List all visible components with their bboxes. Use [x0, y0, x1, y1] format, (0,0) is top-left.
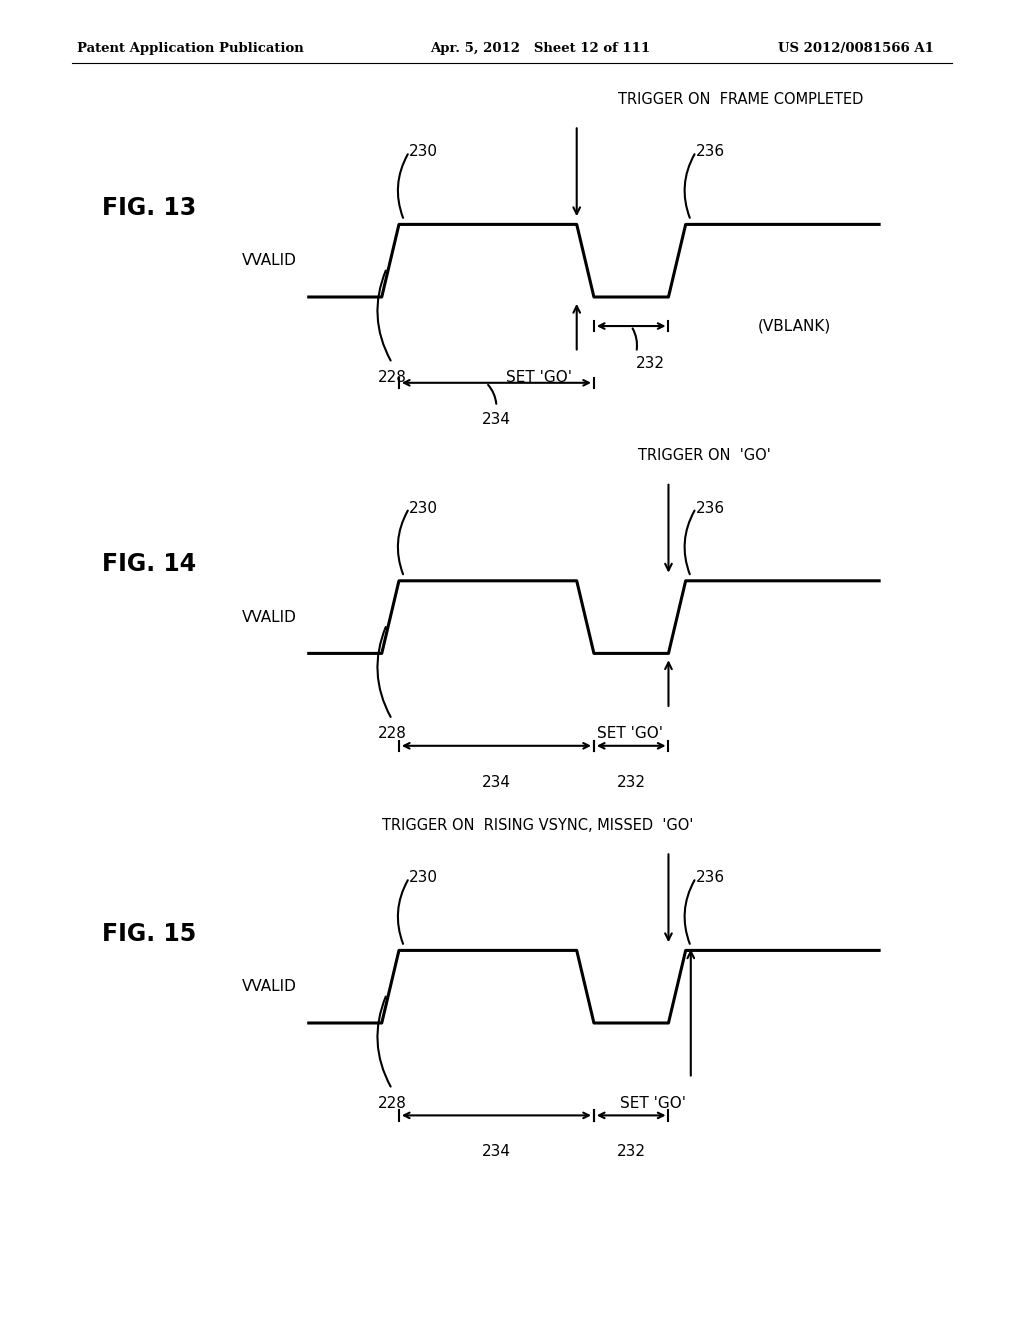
Text: 234: 234	[482, 1144, 511, 1159]
Text: TRIGGER ON  FRAME COMPLETED: TRIGGER ON FRAME COMPLETED	[617, 91, 863, 107]
Text: 232: 232	[616, 1144, 646, 1159]
Text: TRIGGER ON  RISING VSYNC, MISSED  'GO': TRIGGER ON RISING VSYNC, MISSED 'GO'	[382, 817, 693, 833]
Text: SET 'GO': SET 'GO'	[506, 370, 571, 384]
Text: 236: 236	[696, 500, 725, 516]
Text: TRIGGER ON  'GO': TRIGGER ON 'GO'	[638, 447, 770, 463]
Text: 228: 228	[378, 726, 407, 741]
Text: FIG. 14: FIG. 14	[102, 552, 197, 577]
Text: 234: 234	[482, 775, 511, 789]
Text: Apr. 5, 2012   Sheet 12 of 111: Apr. 5, 2012 Sheet 12 of 111	[430, 42, 650, 55]
Text: 236: 236	[696, 870, 725, 886]
Text: 236: 236	[696, 144, 725, 160]
Text: 230: 230	[410, 500, 438, 516]
Text: VVALID: VVALID	[242, 253, 297, 268]
Text: Patent Application Publication: Patent Application Publication	[77, 42, 303, 55]
Text: 228: 228	[378, 370, 407, 384]
Text: SET 'GO': SET 'GO'	[620, 1096, 686, 1110]
Text: (VBLANK): (VBLANK)	[758, 318, 830, 334]
Text: 232: 232	[616, 775, 646, 789]
Text: 230: 230	[410, 144, 438, 160]
Text: US 2012/0081566 A1: US 2012/0081566 A1	[778, 42, 934, 55]
Text: VVALID: VVALID	[242, 610, 297, 624]
Text: VVALID: VVALID	[242, 979, 297, 994]
Text: 228: 228	[378, 1096, 407, 1110]
Text: FIG. 15: FIG. 15	[102, 921, 197, 946]
Text: 234: 234	[482, 412, 511, 426]
Text: 230: 230	[410, 870, 438, 886]
Text: 232: 232	[636, 356, 666, 371]
Text: SET 'GO': SET 'GO'	[597, 726, 664, 741]
Text: FIG. 13: FIG. 13	[102, 195, 197, 220]
